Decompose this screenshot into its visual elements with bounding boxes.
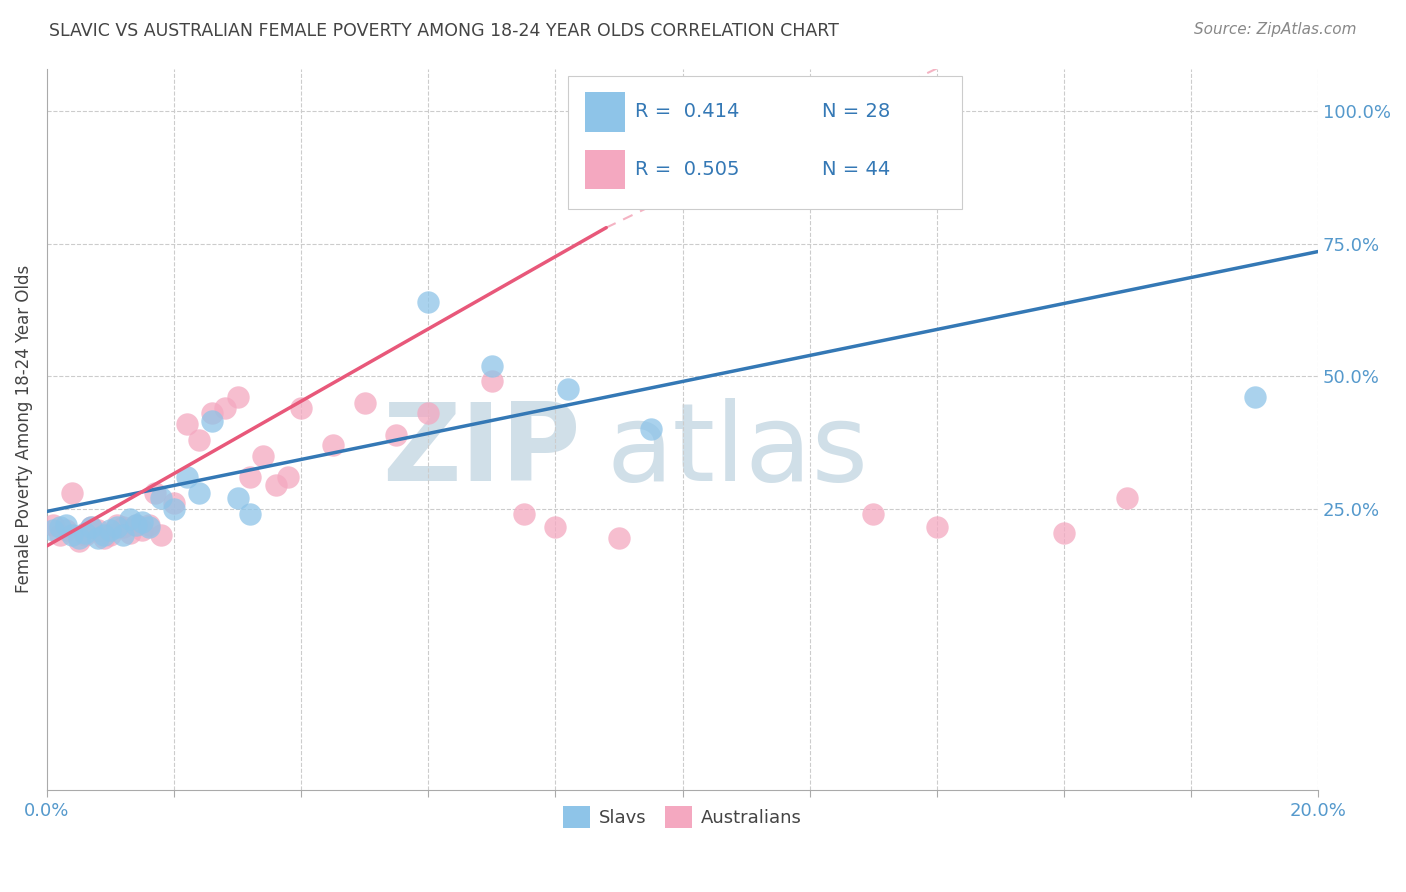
Point (118, 512, 141, 526)
Point (67, 533, 90, 548)
Point (87, 523, 110, 537)
Point (112, 528, 135, 542)
Point (100, 523, 122, 537)
Point (73, 525, 96, 540)
Point (48, 528, 70, 542)
Point (93, 528, 115, 542)
Point (48, 520, 70, 534)
Point (163, 501, 186, 516)
Point (418, 294, 440, 309)
Point (799, 120, 821, 134)
Point (42, 517, 65, 532)
Point (418, 406, 440, 420)
Point (131, 515, 153, 529)
Point (214, 401, 236, 415)
Point (100, 528, 122, 542)
Point (1243, 391, 1265, 405)
Text: N = 44: N = 44 (823, 160, 890, 179)
Point (143, 486, 166, 500)
Point (188, 486, 211, 500)
Point (60, 528, 83, 542)
Text: N = 28: N = 28 (823, 103, 890, 121)
Point (80, 520, 103, 534)
Point (557, 383, 579, 397)
Point (73, 528, 96, 542)
Point (252, 449, 274, 463)
Point (925, 520, 948, 534)
Point (67, 531, 90, 545)
Point (138, 517, 160, 532)
Point (481, 375, 503, 389)
Point (512, 507, 534, 521)
Point (60, 486, 83, 500)
Point (226, 391, 249, 405)
FancyBboxPatch shape (585, 150, 626, 189)
Point (353, 395, 375, 409)
Point (544, 520, 567, 534)
Point (125, 517, 148, 532)
Point (226, 491, 249, 505)
Point (607, 531, 630, 545)
Point (1053, 525, 1076, 540)
Point (481, 359, 503, 373)
Point (42, 523, 65, 537)
Point (322, 438, 344, 452)
Point (201, 414, 224, 428)
Point (385, 427, 408, 442)
Text: SLAVIC VS AUSTRALIAN FEMALE POVERTY AMONG 18-24 YEAR OLDS CORRELATION CHART: SLAVIC VS AUSTRALIAN FEMALE POVERTY AMON… (49, 22, 839, 40)
Point (862, 507, 884, 521)
Point (87, 531, 110, 545)
Point (290, 401, 312, 415)
Point (55, 517, 77, 532)
Point (264, 478, 287, 492)
Point (138, 520, 160, 534)
Point (1116, 491, 1139, 505)
Point (118, 525, 141, 540)
Point (80, 520, 103, 534)
Point (239, 470, 262, 484)
Point (176, 417, 198, 431)
Point (105, 520, 128, 534)
Point (55, 523, 77, 537)
Point (735, 120, 758, 134)
Text: R =  0.414: R = 0.414 (636, 103, 740, 121)
Y-axis label: Female Poverty Among 18-24 Year Olds: Female Poverty Among 18-24 Year Olds (15, 265, 32, 593)
Point (239, 507, 262, 521)
Point (163, 496, 186, 510)
Point (640, 422, 662, 436)
FancyBboxPatch shape (585, 92, 626, 132)
Point (188, 433, 211, 447)
Point (150, 528, 173, 542)
Point (150, 491, 173, 505)
FancyBboxPatch shape (568, 76, 962, 210)
Legend: Slavs, Australians: Slavs, Australians (555, 798, 808, 835)
Point (105, 517, 128, 532)
Text: atlas: atlas (606, 398, 869, 504)
Point (671, 120, 693, 134)
Point (131, 523, 153, 537)
Text: Source: ZipAtlas.com: Source: ZipAtlas.com (1194, 22, 1357, 37)
Point (176, 470, 198, 484)
Text: R =  0.505: R = 0.505 (636, 160, 740, 179)
Point (277, 470, 299, 484)
Text: ZIP: ZIP (382, 398, 581, 504)
Point (93, 531, 115, 545)
Point (201, 406, 224, 420)
Point (112, 520, 135, 534)
Point (125, 517, 148, 532)
